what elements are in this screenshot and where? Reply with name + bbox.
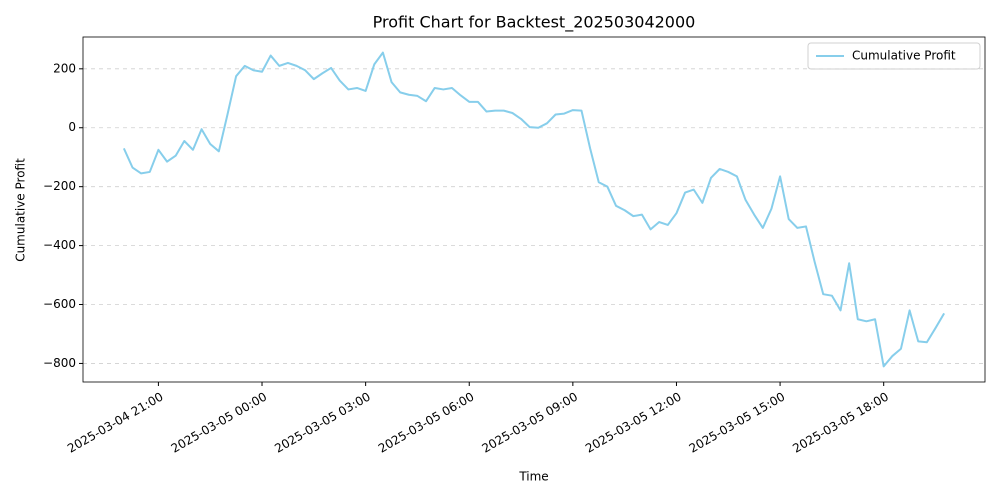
y-tick-label: −600 — [43, 297, 76, 311]
y-tick-label: −800 — [43, 356, 76, 370]
x-tick-label: 2025-03-05 03:00 — [272, 390, 373, 456]
legend: Cumulative Profit — [807, 42, 981, 70]
x-tick-label: 2025-03-05 12:00 — [583, 390, 684, 456]
legend-box — [807, 42, 981, 70]
x-tick-label: 2025-03-05 00:00 — [169, 390, 270, 456]
y-tick-label: 0 — [68, 120, 76, 134]
x-tick-label: 2025-03-05 09:00 — [479, 390, 580, 456]
y-tick-label: −400 — [43, 238, 76, 252]
y-axis-label: Cumulative Profit — [14, 158, 28, 262]
y-tick-label: −200 — [43, 179, 76, 193]
x-tick-label: 2025-03-05 15:00 — [687, 390, 788, 456]
line — [122, 51, 945, 368]
x-tick-label: 2025-03-05 06:00 — [376, 390, 477, 456]
x-axis-label: Time — [518, 470, 548, 484]
plot-frame — [82, 36, 986, 383]
chart-title: Profit Chart for Backtest_202503042000 — [373, 13, 696, 33]
y-tick-label: 200 — [53, 61, 76, 75]
legend-label: Cumulative Profit — [852, 49, 956, 63]
x-tick-label: 2025-03-04 21:00 — [65, 390, 166, 456]
x-tick-label: 2025-03-05 18:00 — [790, 390, 891, 456]
